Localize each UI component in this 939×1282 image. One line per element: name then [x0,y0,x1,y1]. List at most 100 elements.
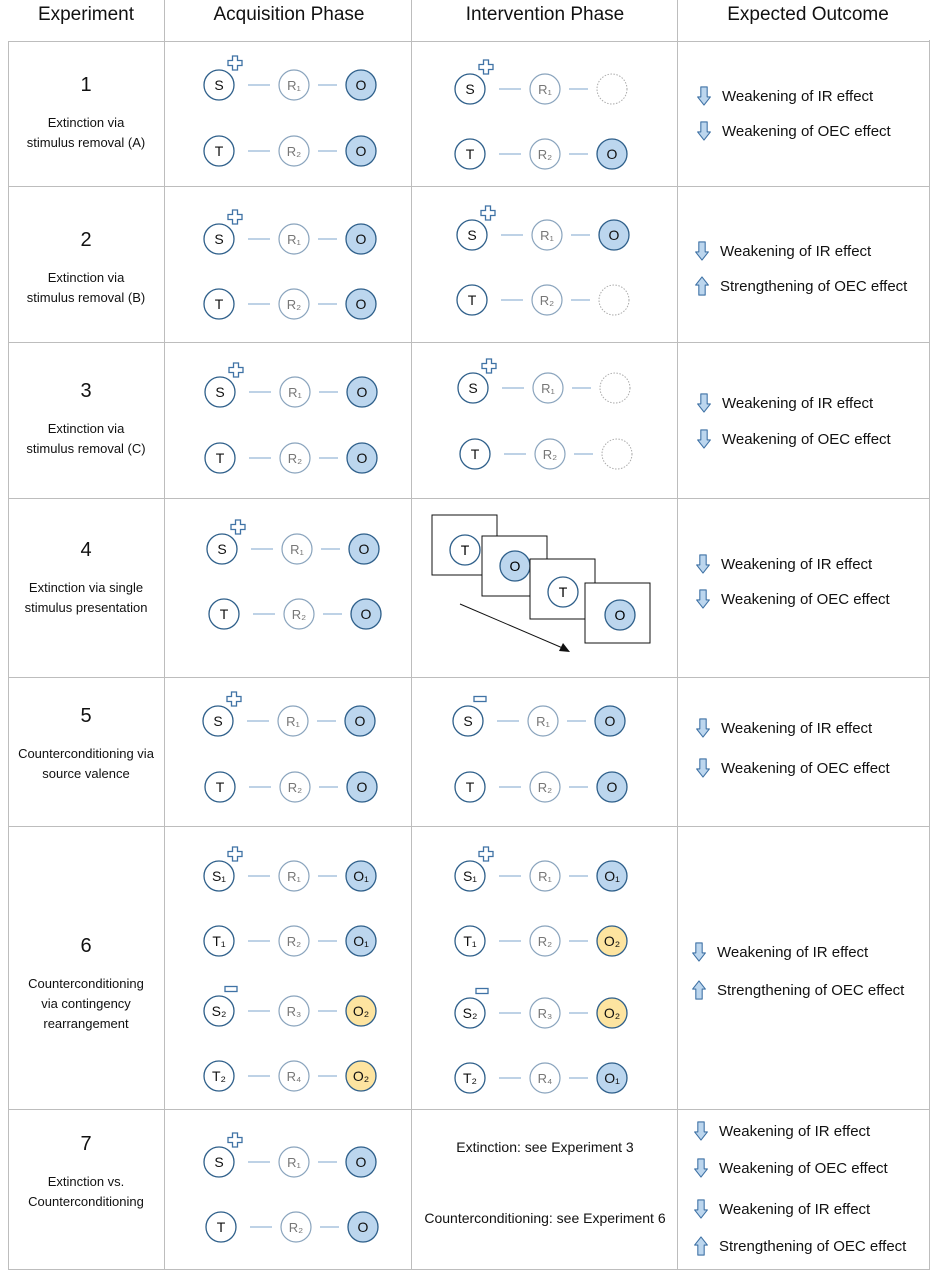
response-label: R₃ [538,1006,553,1021]
experiment-description-line: Counterconditioning via [18,746,154,761]
expected-outcome-text: Weakening of IR effect [722,394,874,412]
grid-line-vertical [677,0,678,1270]
outcome-node [596,860,628,892]
response-label: R₂ [543,447,557,462]
negative-valence-icon [473,695,487,703]
arrow-shape [692,942,706,962]
outcome-label: O₁ [604,1070,620,1086]
positive-valence-icon [226,691,242,707]
outcome-node [346,771,378,803]
expected-outcome-item: Weakening of IR effect [693,1121,870,1141]
association-chain: T R₂ O [205,1211,379,1243]
outcome-label: O₂ [353,1068,369,1084]
stimulus-node [452,705,484,737]
response-label: R₁ [538,82,552,97]
stimulus-label: T₂ [463,1070,477,1086]
node-label: O [510,558,521,574]
grid-line-vertical [411,0,412,1270]
stimulus-node [454,73,486,105]
response-label: R₂ [538,147,552,162]
outcome-node [345,925,377,957]
outcome-node [346,376,378,408]
stimulus-node [208,598,240,630]
stimulus-node [454,997,486,1029]
arrow-down-icon [696,589,710,609]
stimulus-label: T [215,143,224,159]
stimulus-label: T₂ [212,1068,226,1084]
node-label: T [559,584,568,600]
grid-line-vertical [929,40,930,1270]
association-chain: T₁ R₂ O₂ [454,925,628,957]
response-node [279,771,311,803]
arrow-down-icon [694,1199,708,1219]
positive-valence-icon [227,1132,243,1148]
response-node [529,925,561,957]
stimulus-label: S₁ [463,868,477,884]
stimulus-node [459,438,491,470]
arrow-shape [696,718,710,738]
response-node [278,69,310,101]
association-chain: S R₁ O [456,205,630,251]
response-label: R₂ [287,297,301,312]
association-chain: S₁ R₁ O₁ [203,846,377,892]
response-label: R₁ [540,228,554,243]
stimulus-node [457,372,489,404]
expected-outcome-item: Weakening of IR effect [696,86,873,106]
stimulus-label: S [213,713,222,729]
expected-outcome-item: Weakening of OEC effect [696,121,891,141]
outcome-node [345,860,377,892]
arrow-down-icon [695,241,709,261]
experiment-number: 2 [80,229,92,251]
response-label: R₂ [292,607,306,622]
outcome-node [350,598,382,630]
response-label: R₄ [287,1069,302,1084]
response-node [532,372,564,404]
stimulus-node [454,1062,486,1094]
time-arrow [459,603,566,650]
arrow-shape [695,241,709,261]
association-chain: S R₁ [454,59,628,105]
experiment-description-line: Extinction via single [28,580,144,595]
positive-valence-icon [227,55,243,71]
response-node [534,438,566,470]
experiment-6-cell: 6 Counterconditioning via contingency re… [8,935,164,1034]
response-node [278,860,310,892]
stimulus-label: S [214,77,223,93]
expected-outcome-item: Weakening of IR effect [693,1199,870,1219]
association-chain: T R₂ O [454,771,628,803]
removed-outcome-node [599,372,631,404]
response-node [278,223,310,255]
expected-outcome-text: Weakening of OEC effect [721,759,890,777]
association-chain: T R₂ [456,284,630,316]
response-label: R₁ [541,381,555,396]
response-label: R₂ [288,451,302,466]
outcome-label: O [359,541,370,557]
expected-outcome-item: Weakening of OEC effect [695,589,890,609]
outcome-node [345,1060,377,1092]
outcome-node [345,223,377,255]
association-chain: T₁ R₂ O₁ [203,925,377,957]
arrow-up-icon [694,1236,708,1256]
association-chain: S R₁ O [452,695,626,737]
stimulus-node [454,138,486,170]
removed-outcome-node [598,284,630,316]
stimulus-label: S₁ [212,868,226,884]
response-label: R₂ [538,780,552,795]
outcome-node [596,997,628,1029]
expected-outcome-text: Weakening of IR effect [720,242,872,260]
experiment-number: 1 [80,74,92,96]
arrow-down-icon [697,429,711,449]
stimulus-label: T [215,296,224,312]
stimulus-node [203,860,235,892]
arrow-shape [694,1121,708,1141]
positive-valence-icon [227,846,243,862]
response-node [278,1146,310,1178]
experiment-description-line: Extinction via [47,421,125,436]
response-node [278,925,310,957]
response-label: R₂ [288,780,302,795]
arrow-up-icon [695,276,709,296]
arrow-down-icon [694,1158,708,1178]
exp7-extinction-note: Extinction: see Experiment 3 [456,1139,634,1155]
outcome-label: O [357,384,368,400]
